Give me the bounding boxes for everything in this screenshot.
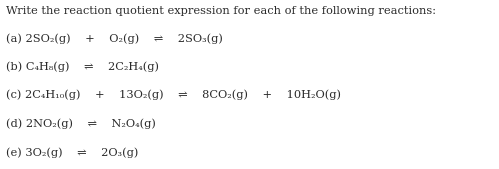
Text: Write the reaction quotient expression for each of the following reactions:: Write the reaction quotient expression f… <box>6 6 436 16</box>
Text: (a) 2SO₂(g)    +    O₂(g)    ⇌    2SO₃(g): (a) 2SO₂(g) + O₂(g) ⇌ 2SO₃(g) <box>6 34 223 44</box>
Text: (b) C₄H₈(g)    ⇌    2C₂H₄(g): (b) C₄H₈(g) ⇌ 2C₂H₄(g) <box>6 62 159 72</box>
Text: (c) 2C₄H₁₀(g)    +    13O₂(g)    ⇌    8CO₂(g)    +    10H₂O(g): (c) 2C₄H₁₀(g) + 13O₂(g) ⇌ 8CO₂(g) + 10H₂… <box>6 90 341 100</box>
Text: (d) 2NO₂(g)    ⇌    N₂O₄(g): (d) 2NO₂(g) ⇌ N₂O₄(g) <box>6 118 156 129</box>
Text: (e) 3O₂(g)    ⇌    2O₃(g): (e) 3O₂(g) ⇌ 2O₃(g) <box>6 147 138 158</box>
